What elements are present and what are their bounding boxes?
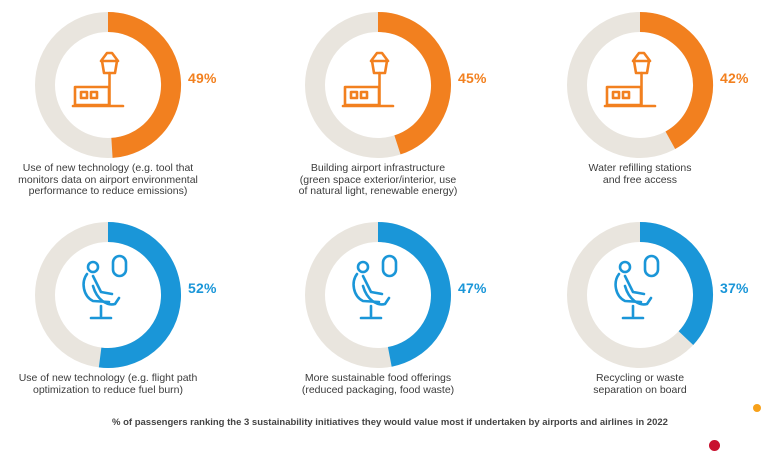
- donut-svg-6: [567, 222, 713, 368]
- airplane-seat-icon: [614, 254, 660, 320]
- donut-percent-label: 37%: [720, 280, 749, 296]
- airplane-seat-icon: [352, 254, 398, 320]
- initiative-label: Building airport infrastructure (green s…: [298, 162, 458, 197]
- chart-footnote-title: % of passengers ranking the 3 sustainabi…: [112, 417, 668, 428]
- control-tower-icon: [603, 51, 657, 108]
- donut-value-arc: [107, 12, 182, 158]
- donut-value-arc: [377, 12, 451, 155]
- donut-svg-2: [305, 12, 451, 158]
- donut-svg-4: [35, 222, 181, 368]
- donut-percent-label: 49%: [188, 70, 217, 86]
- decorative-red-dot: [709, 440, 720, 451]
- initiative-label: Recycling or waste separation on board: [593, 372, 687, 396]
- donut-svg-1: [35, 12, 182, 158]
- initiative-label: More sustainable food offerings (reduced…: [301, 372, 455, 396]
- donut-chart-1: 49%: [35, 12, 216, 158]
- donut-chart-2: 45%: [305, 12, 486, 158]
- donut-percent-label: 47%: [458, 280, 487, 296]
- donut-value-arc: [377, 222, 451, 367]
- initiative-label: Use of new technology (e.g. flight path …: [18, 372, 198, 396]
- donut-svg-3: [567, 12, 713, 158]
- initiative-label: Use of new technology (e.g. tool that mo…: [18, 162, 198, 197]
- donut-percent-label: 42%: [720, 70, 749, 86]
- control-tower-icon: [341, 51, 395, 108]
- donut-value-arc: [639, 222, 713, 345]
- donut-value-arc: [98, 222, 181, 368]
- donut-svg-5: [305, 222, 451, 368]
- donut-percent-label: 45%: [458, 70, 487, 86]
- donut-chart-4: 52%: [35, 222, 216, 368]
- donut-value-arc: [639, 12, 713, 149]
- initiative-label: Water refilling stations and free access: [588, 162, 692, 186]
- donut-chart-6: 37%: [567, 222, 748, 368]
- decorative-orange-dot: [753, 404, 761, 412]
- donut-percent-label: 52%: [188, 280, 217, 296]
- donut-chart-3: 42%: [567, 12, 748, 158]
- airplane-seat-icon: [82, 254, 128, 320]
- donut-chart-5: 47%: [305, 222, 486, 368]
- control-tower-icon: [71, 51, 125, 108]
